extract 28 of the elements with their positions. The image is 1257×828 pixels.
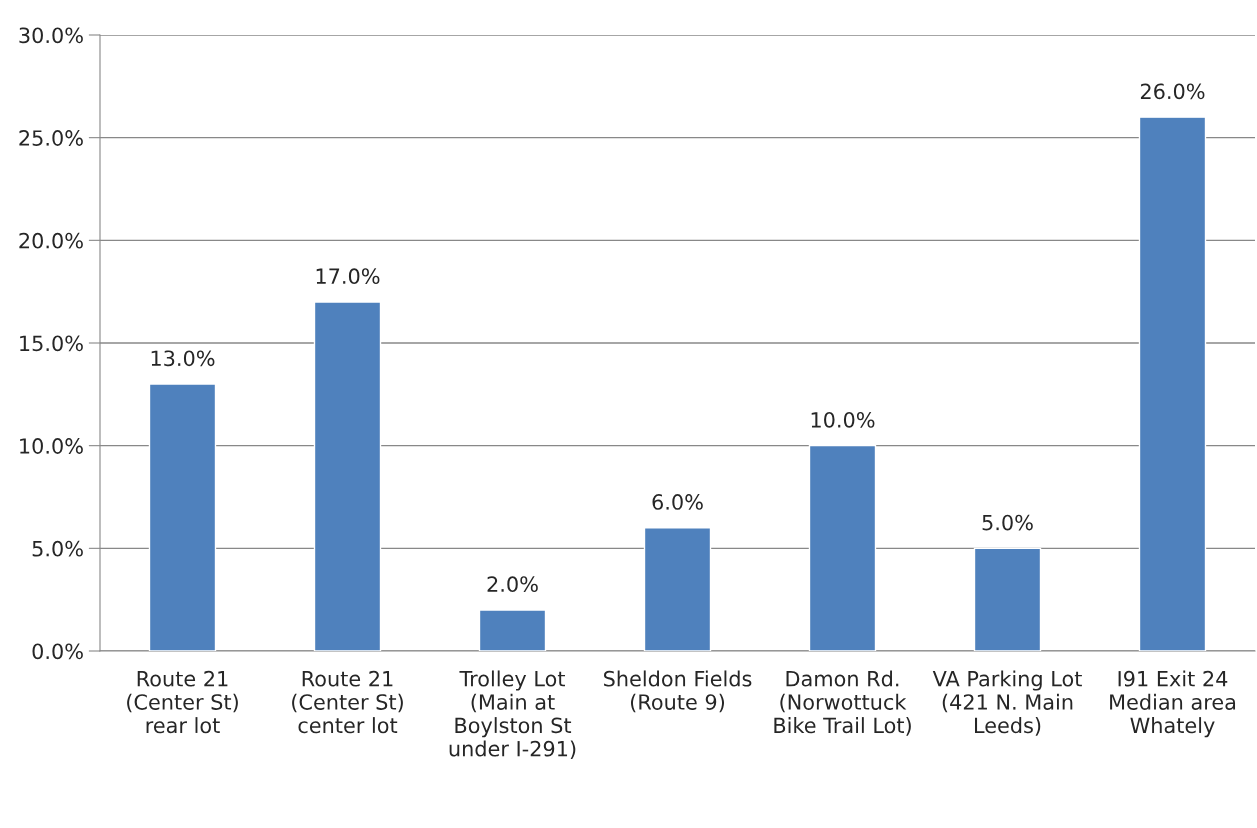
bar [313,301,382,651]
x-tick-label: Damon Rd. (Norwottuck Bike Trail Lot) [774,670,911,736]
bar [1138,116,1207,651]
bar [148,383,217,651]
data-label: 6.0% [652,494,703,510]
data-label: 26.0% [1140,83,1205,100]
data-label: 2.0% [487,576,538,593]
data-label: 5.0% [982,514,1033,531]
y-tick-label: 0.0% [32,643,83,660]
y-tick-label: 20.0% [19,232,83,249]
y-tick-label: 25.0% [19,130,83,146]
bar [808,444,877,651]
bar [643,527,712,651]
x-tick-label: Trolley Lot (Main at Boylston St under I-291) [449,670,576,760]
x-tick-label: VA Parking Lot (421 N. Main Leeds) [932,670,1082,736]
y-tick-label: 5.0% [32,540,83,557]
x-tick-label: Route 21 (Center St) center lot [292,670,403,734]
data-label: 13.0% [151,350,215,367]
y-tick-label: 10.0% [20,438,83,454]
x-tick-label: I91 Exit 24 Median area Whately [1110,670,1236,738]
y-tick-label: 15.0% [20,335,83,352]
x-tick-label: Route 21 (Center St) rear lot [127,670,238,734]
x-tick-label: Sheldon Fields (Route 9) [603,670,752,713]
data-label: 17.0% [316,268,380,285]
bar [478,609,547,651]
data-label: 10.0% [811,411,875,428]
bar [973,547,1042,651]
y-tick-label: 30.0% [19,27,83,44]
